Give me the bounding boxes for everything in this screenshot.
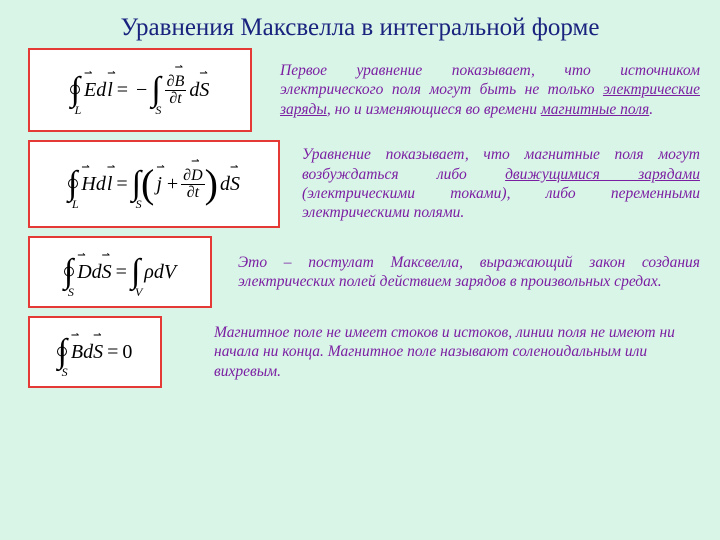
equation-box-2: ∫L Hdl = ∫S ( j + ∂D∂t ) dS xyxy=(28,140,280,228)
equation-desc-4: Магнитное поле не имеет стоков и истоков… xyxy=(214,323,700,381)
equation-row-1: ∫L Edl = − ∫S ∂B∂t dS Первое уравнение п… xyxy=(0,48,720,132)
equation-desc-1: Первое уравнение показывает, что источни… xyxy=(280,61,700,119)
equation-desc-2: Уравнение показывает, что магнитные поля… xyxy=(302,145,700,223)
page-title: Уравнения Максвелла в интегральной форме xyxy=(0,0,720,48)
equation-desc-3: Это – постулат Максвелла, выражающий зак… xyxy=(238,253,700,292)
equation-box-1: ∫L Edl = − ∫S ∂B∂t dS xyxy=(28,48,252,132)
equation-row-4: ∫S BdS = 0 Магнитное поле не имеет стоко… xyxy=(0,316,720,388)
equation-box-4: ∫S BdS = 0 xyxy=(28,316,162,388)
equation-row-2: ∫L Hdl = ∫S ( j + ∂D∂t ) dS Уравнение по… xyxy=(0,140,720,228)
equation-box-3: ∫S DdS = ∫V ρdV xyxy=(28,236,212,308)
equation-row-3: ∫S DdS = ∫V ρdV Это – постулат Максвелла… xyxy=(0,236,720,308)
